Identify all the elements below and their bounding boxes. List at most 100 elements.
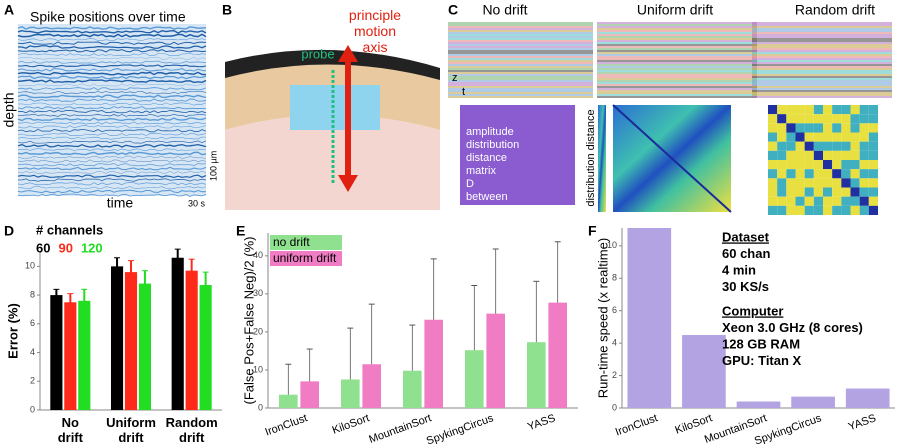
matrix-cell [841,178,851,188]
matrix-cell [795,178,805,188]
strip-band [597,40,757,42]
matrix-cell [795,196,805,206]
strip-band [597,66,757,68]
strip-band [448,72,593,74]
matrix-cell [841,205,851,215]
bar [110,266,124,410]
matrix-cell [859,205,869,215]
matrix-cell [859,160,869,170]
matrix-cell [850,205,860,215]
matrix-cell [795,123,805,133]
strip-band [448,52,593,54]
matrix-cell [868,205,878,215]
strip-band [448,46,593,48]
x-label: time [107,195,134,211]
matrix-cell [850,132,860,142]
strip-band [752,66,892,68]
strip-band [752,24,892,26]
matrix-cell [850,187,860,197]
matrix-cell [823,105,833,115]
bar [199,285,212,410]
matrix-cell [813,132,823,142]
strip-band [752,56,892,58]
matrix-cell [868,169,878,179]
legend-entry: 90 [58,240,72,255]
matrix-cell [813,178,823,188]
bar [736,401,781,408]
matrix-cell [841,123,851,133]
x-tick-label: Uniform drift [106,415,156,444]
raster-trace [17,159,207,163]
matrix-cell [768,187,778,197]
raster-trace [17,171,207,174]
matrix-cell [786,196,796,206]
strip-band [752,36,892,38]
matrix-cell [868,187,878,197]
strip-band [597,48,757,50]
bar [138,283,152,410]
strip-band [448,60,593,62]
matrix-cell [832,160,842,170]
strip-band [752,62,892,64]
strip-band [448,42,593,44]
bar [185,270,198,410]
matrix-cell [868,196,878,206]
matrix-cell [813,114,823,124]
matrix-cell [832,150,842,160]
matrix-cell [804,141,814,151]
strip-band [448,66,593,68]
raster-trace [17,117,207,122]
strip-band [597,84,757,86]
strip-band [752,38,892,40]
y-label: (False Pos+False Neg)/2 (%) [241,237,256,405]
y-tick-label: 20 [253,326,263,336]
drift-strips [448,22,892,98]
matrix-cell [859,105,869,115]
matrix-cell [868,114,878,124]
bar [403,370,422,408]
matrix-cell [823,132,833,142]
matrix-cell [832,187,842,197]
matrix-cell [859,150,869,160]
strip-band [448,24,593,26]
raster-trace [17,140,207,144]
matrix-cell [768,150,778,160]
matrix-cell [859,132,869,142]
matrix-cell [823,205,833,215]
strip-band [448,86,593,88]
matrix-cell [777,123,787,133]
matrix-cell [832,205,842,215]
raster-trace [18,64,207,68]
strip-band [752,82,892,84]
raster-trace [17,37,207,41]
strip-band [752,44,892,46]
matrix-cell [786,187,796,197]
raster-trace [17,68,207,72]
raster-trace [17,91,207,95]
matrix-flat [460,105,575,205]
bar [50,295,63,410]
scale-label: 30 s [188,198,206,208]
strip-band [752,70,892,72]
raster-trace [17,174,207,179]
strip-band [448,84,593,86]
strip-band [448,28,593,30]
raster-trace [17,163,207,167]
strip-band [597,82,757,84]
strip-band [597,68,757,70]
matrix-cell [841,196,851,206]
matrix-cell [768,114,778,124]
matrix-cell [777,114,787,124]
decorations [17,22,892,215]
strip-band [448,70,593,72]
strip-band [597,94,757,96]
matrix-cell [786,114,796,124]
strip-band [448,40,593,42]
matrix-cell [768,141,778,151]
raster-trace [17,136,207,140]
matrix-random [768,105,878,215]
matrix-cell [804,187,814,197]
matrix-cell [795,141,805,151]
matrix-cell [777,105,787,115]
matrix-cell [786,160,796,170]
